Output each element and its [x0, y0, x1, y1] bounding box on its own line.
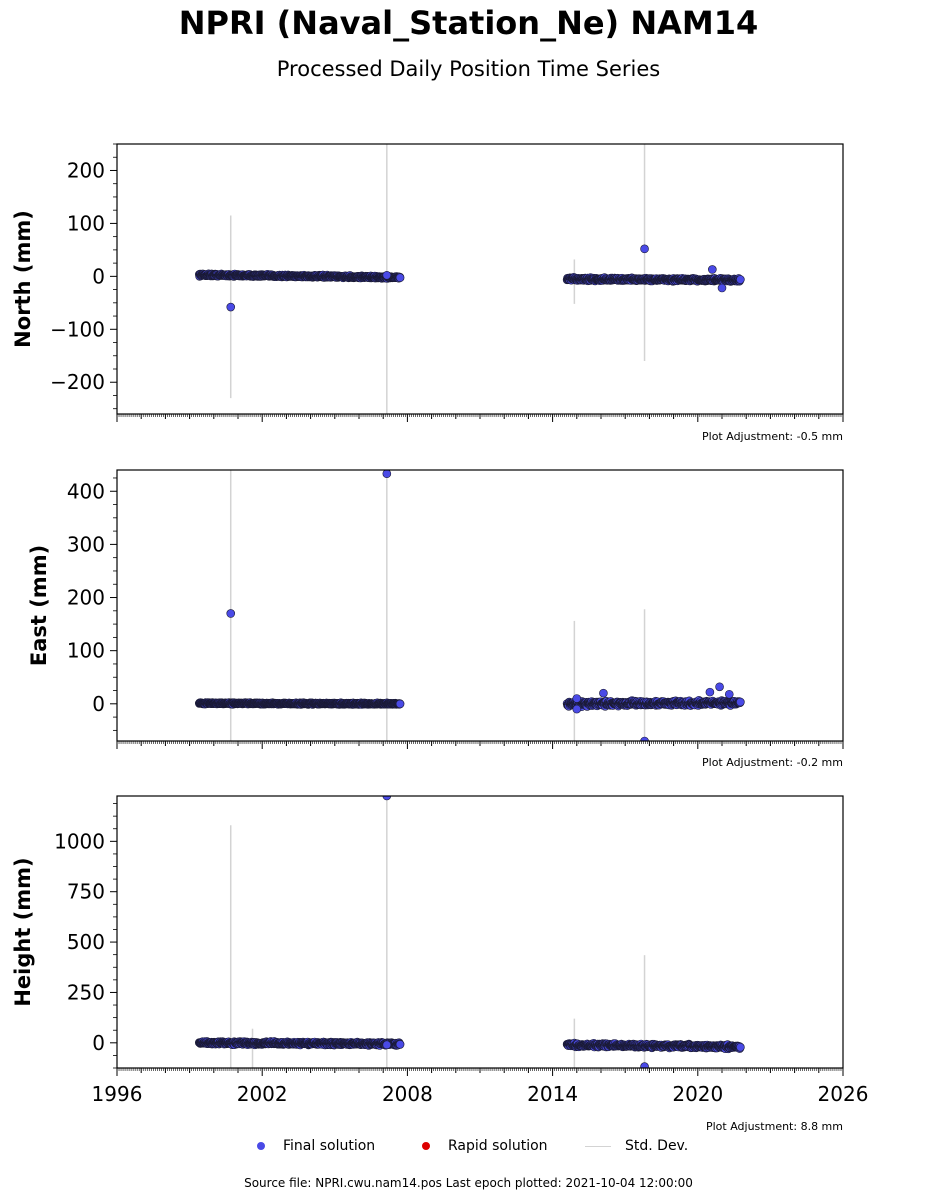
data-point	[395, 273, 405, 283]
plot-adjustment-note: Plot Adjustment: 8.8 mm	[706, 1120, 843, 1133]
outlier-point	[572, 694, 582, 703]
x-tick-label: 2014	[527, 1082, 578, 1106]
outlier-point	[640, 736, 649, 741]
data-point	[736, 1042, 745, 1052]
axes-frame	[116, 795, 844, 1069]
x-tick-label: 2026	[818, 1082, 869, 1106]
outlier-point	[382, 1040, 392, 1050]
outlier-point	[599, 688, 608, 698]
y-tick-label: 200	[67, 586, 105, 610]
outlier-point	[708, 265, 717, 274]
data-point	[395, 1040, 405, 1049]
outlier-point	[717, 283, 727, 293]
chart-subtitle: Processed Daily Position Time Series	[276, 57, 661, 81]
y-tick-label: −100	[50, 317, 105, 341]
plot-adjustment-note: Plot Adjustment: -0.2 mm	[702, 756, 843, 769]
panel-1: −200 −100 0 100 200 North (mm) Plot Adjustment…	[11, 143, 844, 443]
legend-final-label: Final solution	[283, 1138, 376, 1154]
y-tick-label: 400	[67, 479, 105, 503]
y-tick-label: 500	[67, 930, 105, 954]
plot-area	[195, 796, 745, 1068]
outlier-point	[572, 704, 582, 714]
plot-adjustment-note: Plot Adjustment: -0.5 mm	[702, 430, 843, 443]
x-tick-label: 2020	[672, 1082, 723, 1106]
y-tick-label: 250	[67, 980, 105, 1004]
std-dev-line-icon	[585, 1145, 611, 1147]
y-tick-label: 750	[67, 880, 105, 904]
source-footer: Source file: NPRI.cwu.nam14.pos Last epo…	[244, 1176, 693, 1190]
y-tick-label: 0	[92, 692, 105, 716]
y-axis-label: East (mm)	[27, 545, 51, 666]
outlier-point	[226, 302, 236, 312]
panel-3: 0 250 500 750 1000 1996 2002 2008 2014 2020 2026 He…	[11, 795, 869, 1133]
legend-rapid: Rapid solution	[422, 1138, 548, 1154]
data-point	[395, 699, 405, 709]
y-tick-label: 0	[92, 264, 105, 288]
y-axis-label: North (mm)	[11, 210, 35, 348]
rapid-solution-marker-icon	[422, 1142, 430, 1150]
legend-final: Final solution	[257, 1138, 375, 1154]
outlier-point	[382, 470, 392, 479]
outlier-point	[382, 796, 392, 801]
y-tick-label: 200	[67, 158, 105, 182]
legend-std-label: Std. Dev.	[625, 1138, 689, 1154]
legend-rapid-label: Rapid solution	[448, 1138, 548, 1154]
outlier-point	[705, 687, 715, 697]
outlier-point	[226, 609, 236, 618]
outlier-point	[715, 682, 724, 692]
chart-title: NPRI (Naval_Station_Ne) NAM14	[178, 4, 759, 42]
y-axis-label: Height (mm)	[11, 857, 35, 1006]
outlier-point	[640, 244, 649, 254]
plot-area	[195, 144, 745, 414]
outlier-point	[640, 1062, 649, 1068]
x-tick-label: 2002	[237, 1082, 288, 1106]
y-tick-label: −200	[50, 370, 105, 394]
outlier-point	[382, 270, 392, 280]
outlier-point	[724, 689, 734, 699]
data-point	[736, 275, 745, 284]
x-tick-label: 1996	[92, 1082, 143, 1106]
y-tick-label: 0	[92, 1031, 105, 1055]
legend-std: Std. Dev.	[585, 1138, 688, 1154]
plot-area	[195, 470, 745, 741]
y-tick-label: 300	[67, 532, 105, 556]
y-tick-label: 100	[67, 211, 105, 235]
y-tick-label: 100	[67, 639, 105, 663]
final-solution-marker-icon	[257, 1142, 265, 1150]
y-tick-label: 1000	[54, 829, 105, 853]
x-tick-label: 2008	[382, 1082, 433, 1106]
panel-2: 0 100 200 300 400 East (mm) Plot Adjustment: -…	[27, 469, 844, 769]
data-point	[736, 697, 745, 707]
